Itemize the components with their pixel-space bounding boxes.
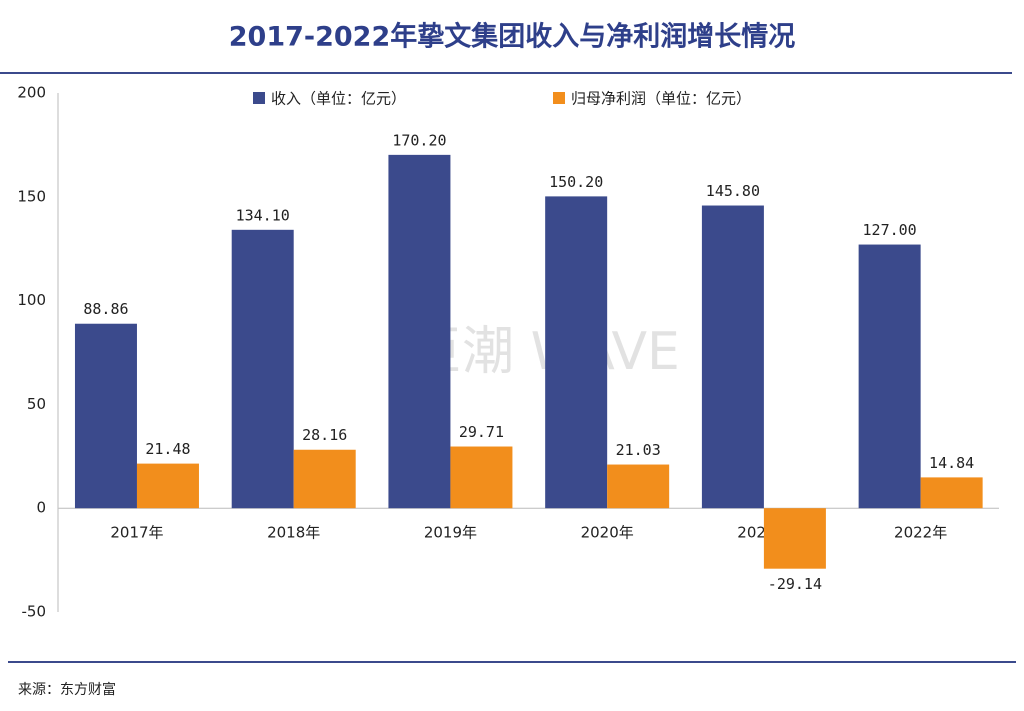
y-tick-label: 0 (36, 499, 46, 517)
source: 来源：东方财富 (18, 681, 116, 698)
legend-swatch (553, 92, 565, 104)
bar (920, 477, 983, 509)
bar (701, 205, 764, 509)
y-tick-label: -50 (22, 603, 47, 621)
bar (293, 449, 356, 509)
x-tick-label: 2022年 (894, 524, 947, 542)
data-label: 21.03 (616, 441, 661, 459)
data-label: 21.48 (145, 440, 190, 458)
data-label: 150.20 (549, 173, 603, 191)
y-tick-label: 50 (27, 395, 46, 413)
legend-swatch (253, 92, 265, 104)
bar (136, 463, 199, 509)
bar (74, 323, 137, 509)
bar (545, 196, 608, 509)
x-tick-label: 2019年 (424, 524, 477, 542)
x-tick-label: 2017年 (110, 524, 163, 542)
y-tick-label: 150 (17, 187, 46, 205)
data-label: 88.86 (83, 300, 128, 318)
legend-label: 归母净利润（单位：亿元） (571, 90, 751, 108)
data-label: 28.16 (302, 426, 347, 444)
data-label: 29.71 (459, 423, 504, 441)
data-label: 127.00 (863, 221, 917, 239)
legend-label: 收入（单位：亿元） (271, 90, 406, 108)
y-tick-label: 200 (17, 84, 46, 102)
bar (858, 244, 921, 509)
data-label: 170.20 (392, 131, 446, 149)
bar (231, 229, 294, 509)
bar (763, 508, 826, 569)
bar (607, 464, 670, 509)
watermark: 巨潮 WAVE (410, 322, 680, 382)
bar (388, 154, 451, 509)
chart-title: 2017-2022年挚文集团收入与净利润增长情况 (229, 21, 796, 53)
data-label: 145.80 (706, 182, 760, 200)
x-tick-label: 2018年 (267, 524, 320, 542)
x-tick-label: 2020年 (581, 524, 634, 542)
data-label: 14.84 (929, 454, 974, 472)
data-label: 134.10 (236, 206, 290, 224)
data-label: -29.14 (768, 575, 822, 593)
y-tick-label: 100 (17, 291, 46, 309)
bar (450, 446, 513, 509)
